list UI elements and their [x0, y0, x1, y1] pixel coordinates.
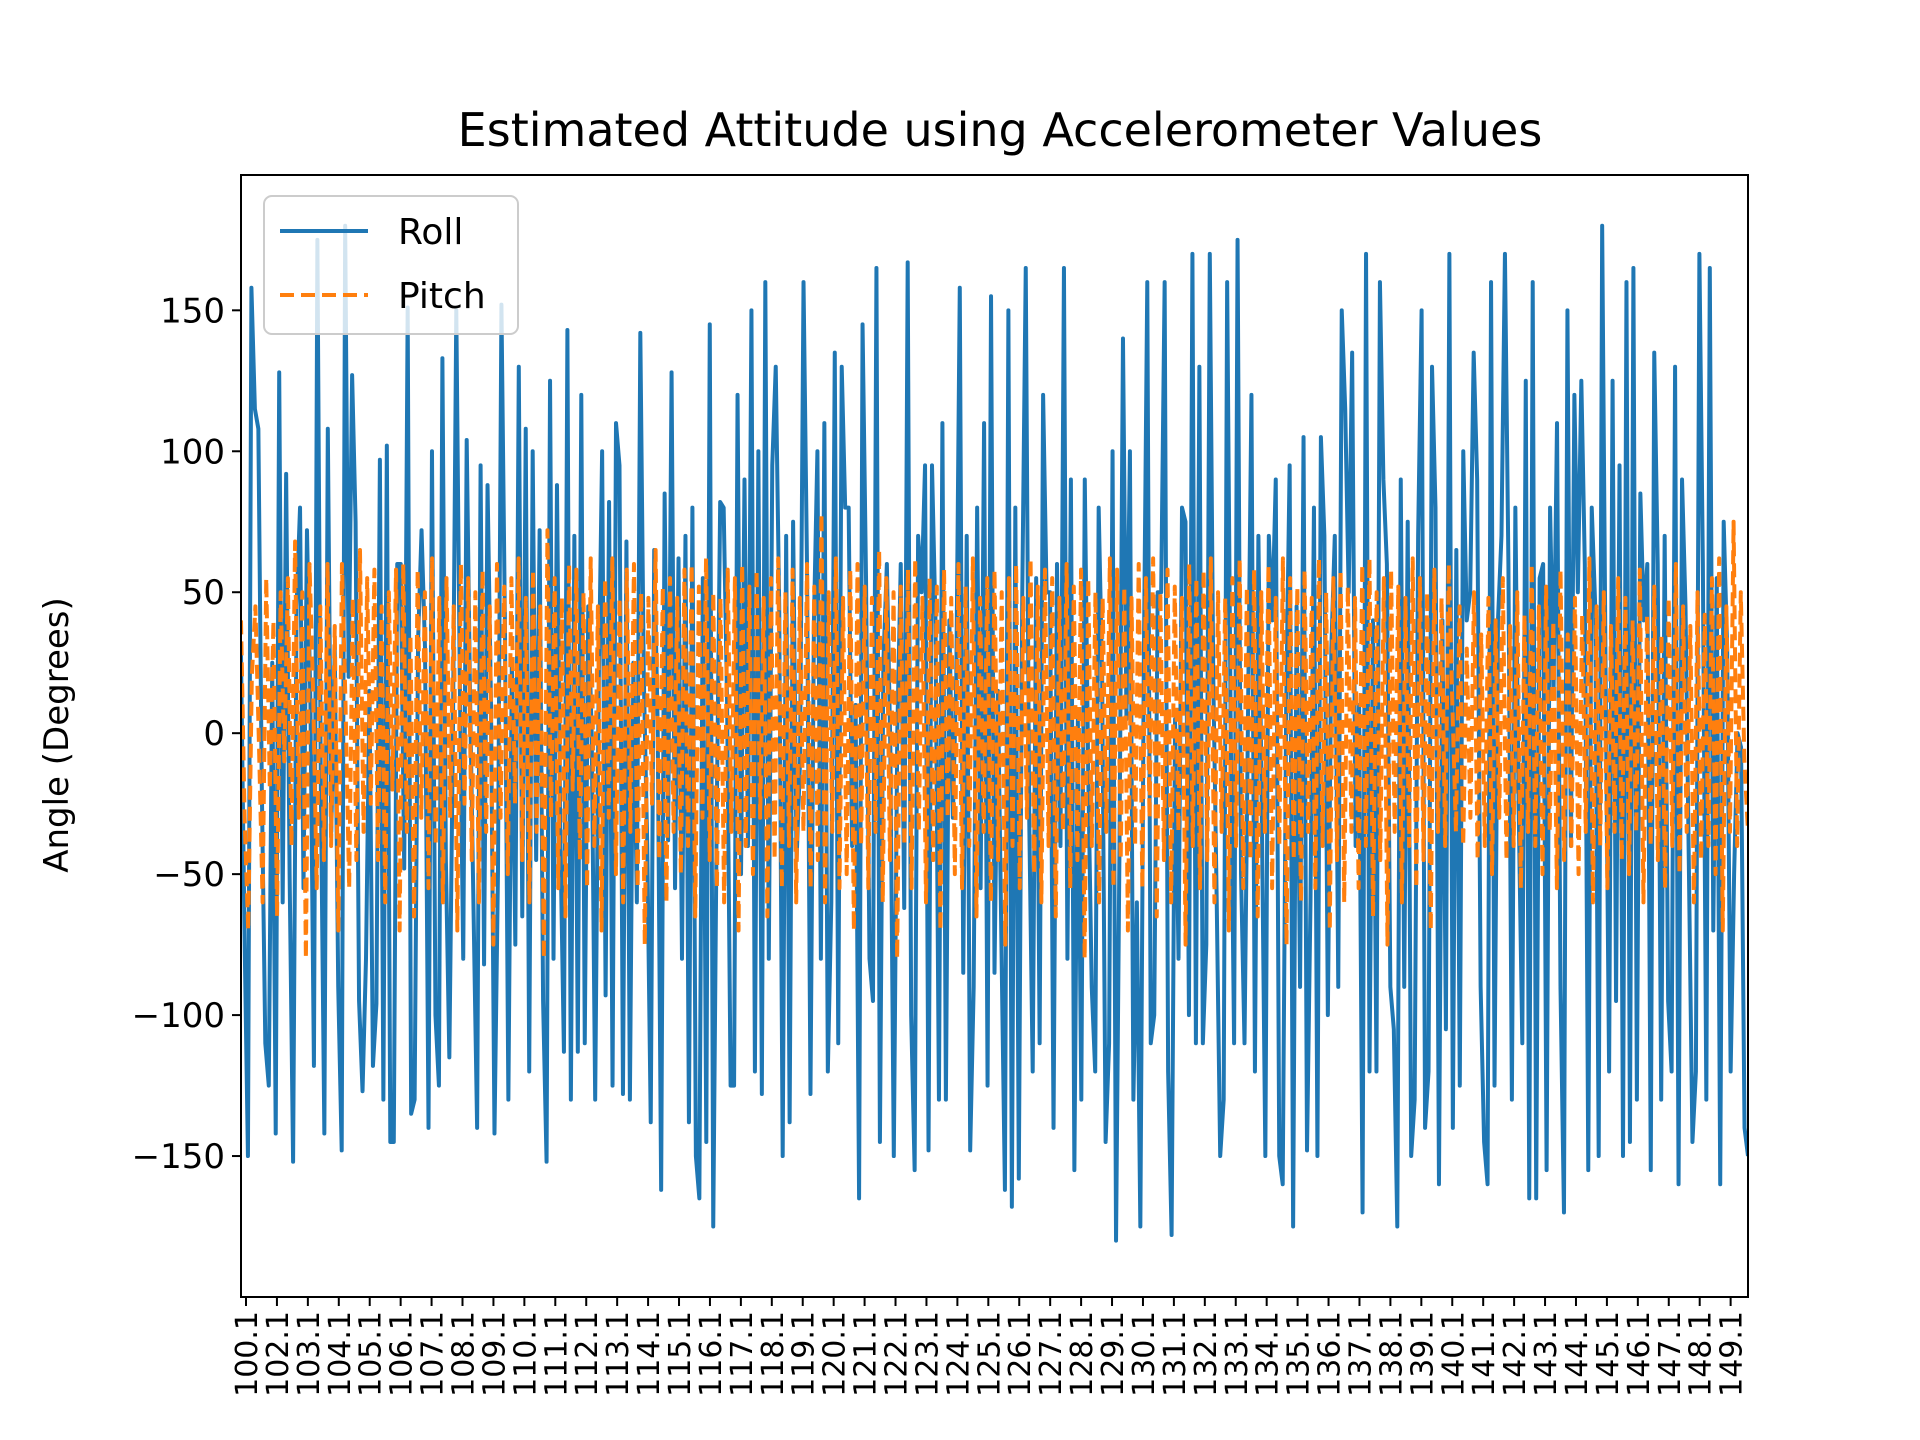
x-tick-label: 128.1 — [1065, 1311, 1100, 1397]
x-tick-label: 109.1 — [477, 1311, 512, 1397]
x-tick-label: 119.1 — [787, 1311, 822, 1397]
y-tick-label: 100 — [160, 432, 225, 472]
x-tick-label: 141.1 — [1467, 1311, 1502, 1397]
x-tick-label: 146.1 — [1622, 1311, 1657, 1397]
x-tick-label: 137.1 — [1343, 1311, 1378, 1397]
x-tick-label: 110.1 — [508, 1311, 543, 1397]
x-tick-label: 111.1 — [539, 1311, 574, 1397]
x-tick-label: 130.1 — [1127, 1311, 1162, 1397]
y-axis-label: Angle (Degrees) — [37, 597, 77, 873]
x-tick-label: 125.1 — [972, 1311, 1007, 1397]
x-tick-label: 121.1 — [849, 1311, 884, 1397]
x-tick-label: 124.1 — [941, 1311, 976, 1397]
x-tick-label: 112.1 — [570, 1311, 605, 1397]
legend-pitch-label: Pitch — [398, 276, 486, 317]
x-tick-label: 142.1 — [1498, 1311, 1533, 1397]
x-tick-label: 100.1 — [230, 1311, 265, 1397]
x-tick-label: 144.1 — [1560, 1311, 1595, 1397]
legend: Roll Pitch — [263, 195, 519, 335]
x-tick-label: 114.1 — [632, 1311, 667, 1397]
legend-roll-label: Roll — [398, 212, 463, 253]
x-tick-label: 116.1 — [694, 1311, 729, 1397]
x-tick-label: 148.1 — [1684, 1311, 1719, 1397]
plot-area — [241, 223, 1748, 1243]
plot-frame — [240, 174, 1749, 1298]
x-tick-label: 126.1 — [1003, 1311, 1038, 1397]
x-tick-label: 105.1 — [354, 1311, 389, 1397]
y-tick-label: −100 — [132, 996, 225, 1036]
series-layer — [241, 223, 1748, 1243]
x-axis-ticks: 100.1102.1103.1104.1105.1106.1107.1108.1… — [230, 1297, 1750, 1397]
x-tick-label: 140.1 — [1436, 1311, 1471, 1397]
y-tick-label: −150 — [132, 1137, 225, 1177]
x-tick-label: 102.1 — [261, 1311, 296, 1397]
y-tick-label: 150 — [160, 291, 225, 331]
x-tick-label: 147.1 — [1653, 1311, 1688, 1397]
y-tick-label: 50 — [182, 573, 225, 613]
x-tick-label: 106.1 — [385, 1311, 420, 1397]
x-tick-label: 133.1 — [1220, 1311, 1255, 1397]
x-tick-label: 139.1 — [1405, 1311, 1440, 1397]
x-tick-label: 138.1 — [1374, 1311, 1409, 1397]
x-tick-label: 149.1 — [1715, 1311, 1750, 1397]
x-tick-label: 127.1 — [1034, 1311, 1069, 1397]
x-tick-label: 122.1 — [880, 1311, 915, 1397]
y-tick-label: 0 — [203, 714, 225, 754]
x-tick-label: 132.1 — [1189, 1311, 1224, 1397]
x-tick-label: 136.1 — [1313, 1311, 1348, 1397]
x-tick-label: 118.1 — [756, 1311, 791, 1397]
x-tick-label: 135.1 — [1282, 1311, 1317, 1397]
x-tick-label: 103.1 — [292, 1311, 327, 1397]
x-tick-label: 120.1 — [818, 1311, 853, 1397]
x-tick-label: 108.1 — [447, 1311, 482, 1397]
x-tick-label: 131.1 — [1158, 1311, 1193, 1397]
x-tick-label: 107.1 — [416, 1311, 451, 1397]
x-tick-label: 143.1 — [1529, 1311, 1564, 1397]
x-tick-label: 134.1 — [1251, 1311, 1286, 1397]
y-axis-ticks: −150 −100 −50 0 50 100 150 — [132, 291, 241, 1177]
x-tick-label: 123.1 — [910, 1311, 945, 1397]
y-tick-label: −50 — [153, 855, 225, 895]
chart-title: Estimated Attitude using Accelerometer V… — [458, 103, 1543, 157]
x-tick-label: 113.1 — [601, 1311, 636, 1397]
x-tick-label: 145.1 — [1591, 1311, 1626, 1397]
x-tick-label: 129.1 — [1096, 1311, 1131, 1397]
x-tick-label: 117.1 — [725, 1311, 760, 1397]
x-tick-label: 115.1 — [663, 1311, 698, 1397]
x-tick-label: 104.1 — [323, 1311, 358, 1397]
